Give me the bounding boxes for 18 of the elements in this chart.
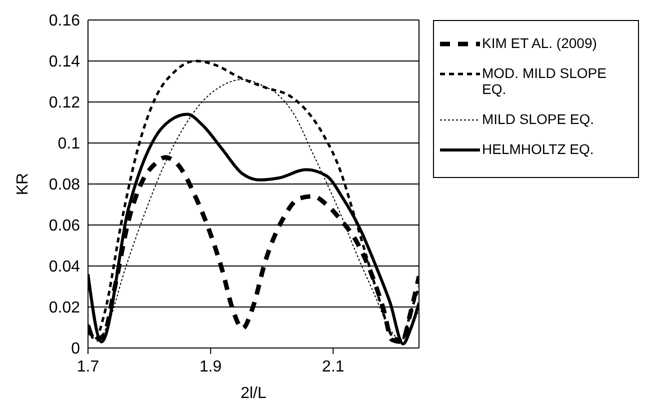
x-axis-title: 2l/L xyxy=(240,385,266,402)
y-tick-label: 0.1 xyxy=(58,136,80,153)
y-tick-label: 0 xyxy=(71,340,80,358)
y-tick-label: 0.04 xyxy=(48,258,80,276)
x-tick-label: 2.1 xyxy=(322,358,344,376)
y-tick-label: 0.12 xyxy=(48,94,80,112)
y-tick-label: 0.08 xyxy=(48,176,80,194)
legend-label: HELMHOLTZ EQ. xyxy=(482,141,594,157)
y-tick-label: 0.06 xyxy=(48,218,80,235)
y-tick-label: 0.16 xyxy=(48,12,80,30)
y-tick-label: 0.14 xyxy=(48,54,80,71)
y-axis-title: KR xyxy=(14,172,32,196)
x-tick-label: 1.9 xyxy=(199,358,222,376)
x-tick-label: 1.7 xyxy=(76,358,100,376)
y-tick-label: 0.02 xyxy=(48,300,80,317)
legend-label: MOD. MILD SLOPE EQ. xyxy=(482,65,608,97)
legend-label: MILD SLOPE EQ. xyxy=(482,111,594,127)
legend-label: KIM ET AL. (2009) xyxy=(482,35,597,51)
